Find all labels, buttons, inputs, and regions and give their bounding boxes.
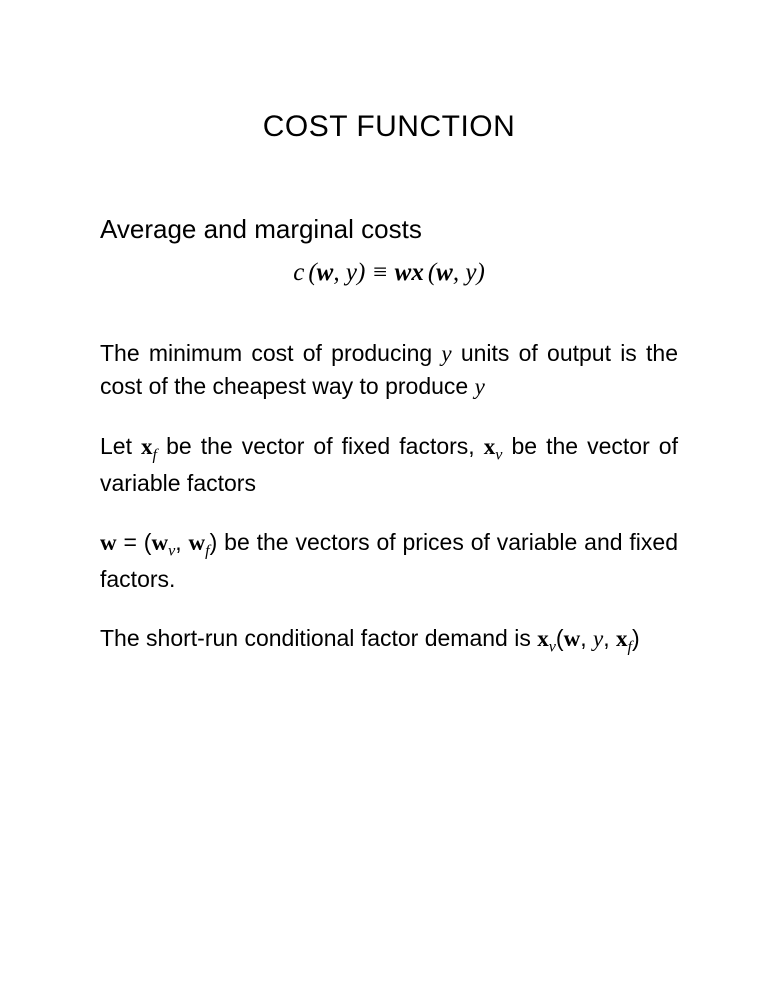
paragraph-1: The minimum cost of producing y units of… (100, 337, 678, 404)
p2-t1: Let (100, 433, 141, 459)
eq-lparen2: ( (428, 259, 436, 286)
page: COST FUNCTION Average and marginal costs… (0, 0, 768, 994)
p4-t1: The short-run conditional factor demand … (100, 625, 537, 651)
paragraph-3: w = (wv, wf) be the vectors of prices of… (100, 526, 678, 596)
p4-xf: x (616, 626, 628, 651)
eq-rparen2: ) (476, 259, 484, 286)
eq-equiv: ≡ (365, 259, 394, 286)
p4-lp: ( (556, 625, 564, 651)
p1-t1: The minimum cost of producing (100, 340, 441, 366)
eq-lparen: ( (308, 259, 316, 286)
p4-rp: ) (632, 625, 640, 651)
p4-y: y (593, 626, 603, 651)
p4-w: w (564, 626, 581, 651)
paragraph-4: The short-run conditional factor demand … (100, 622, 678, 659)
p3-eq: = ( (117, 529, 152, 555)
p3-wf: w (189, 530, 206, 555)
p1-y1: y (441, 341, 451, 366)
eq-c: c (293, 259, 304, 286)
p4-c1: , (580, 625, 593, 651)
paragraph-2: Let xf be the vector of fixed factors, x… (100, 430, 678, 500)
eq-w: w (317, 259, 334, 286)
p4-c2: , (603, 625, 616, 651)
eq-y: y (346, 259, 357, 286)
eq-w2: w (436, 259, 453, 286)
page-title: COST FUNCTION (100, 110, 678, 144)
p1-y2: y (475, 374, 485, 399)
eq-comma2: , (453, 259, 466, 286)
p4-x: x (537, 626, 549, 651)
eq-comma: , (333, 259, 346, 286)
p4-sub-v: v (549, 639, 556, 656)
eq-wx: wx (395, 259, 424, 286)
eq-y2: y (465, 259, 476, 286)
cost-equation: c (w, y) ≡ wx (w, y) (100, 259, 678, 287)
section-heading: Average and marginal costs (100, 214, 678, 245)
p2-xf: x (141, 434, 153, 459)
p2-t2: be the vector of fixed factors, (157, 433, 484, 459)
p2-xv: x (484, 434, 496, 459)
p3-comma: , (175, 529, 188, 555)
p3-w: w (100, 530, 117, 555)
p3-wv: w (151, 530, 168, 555)
